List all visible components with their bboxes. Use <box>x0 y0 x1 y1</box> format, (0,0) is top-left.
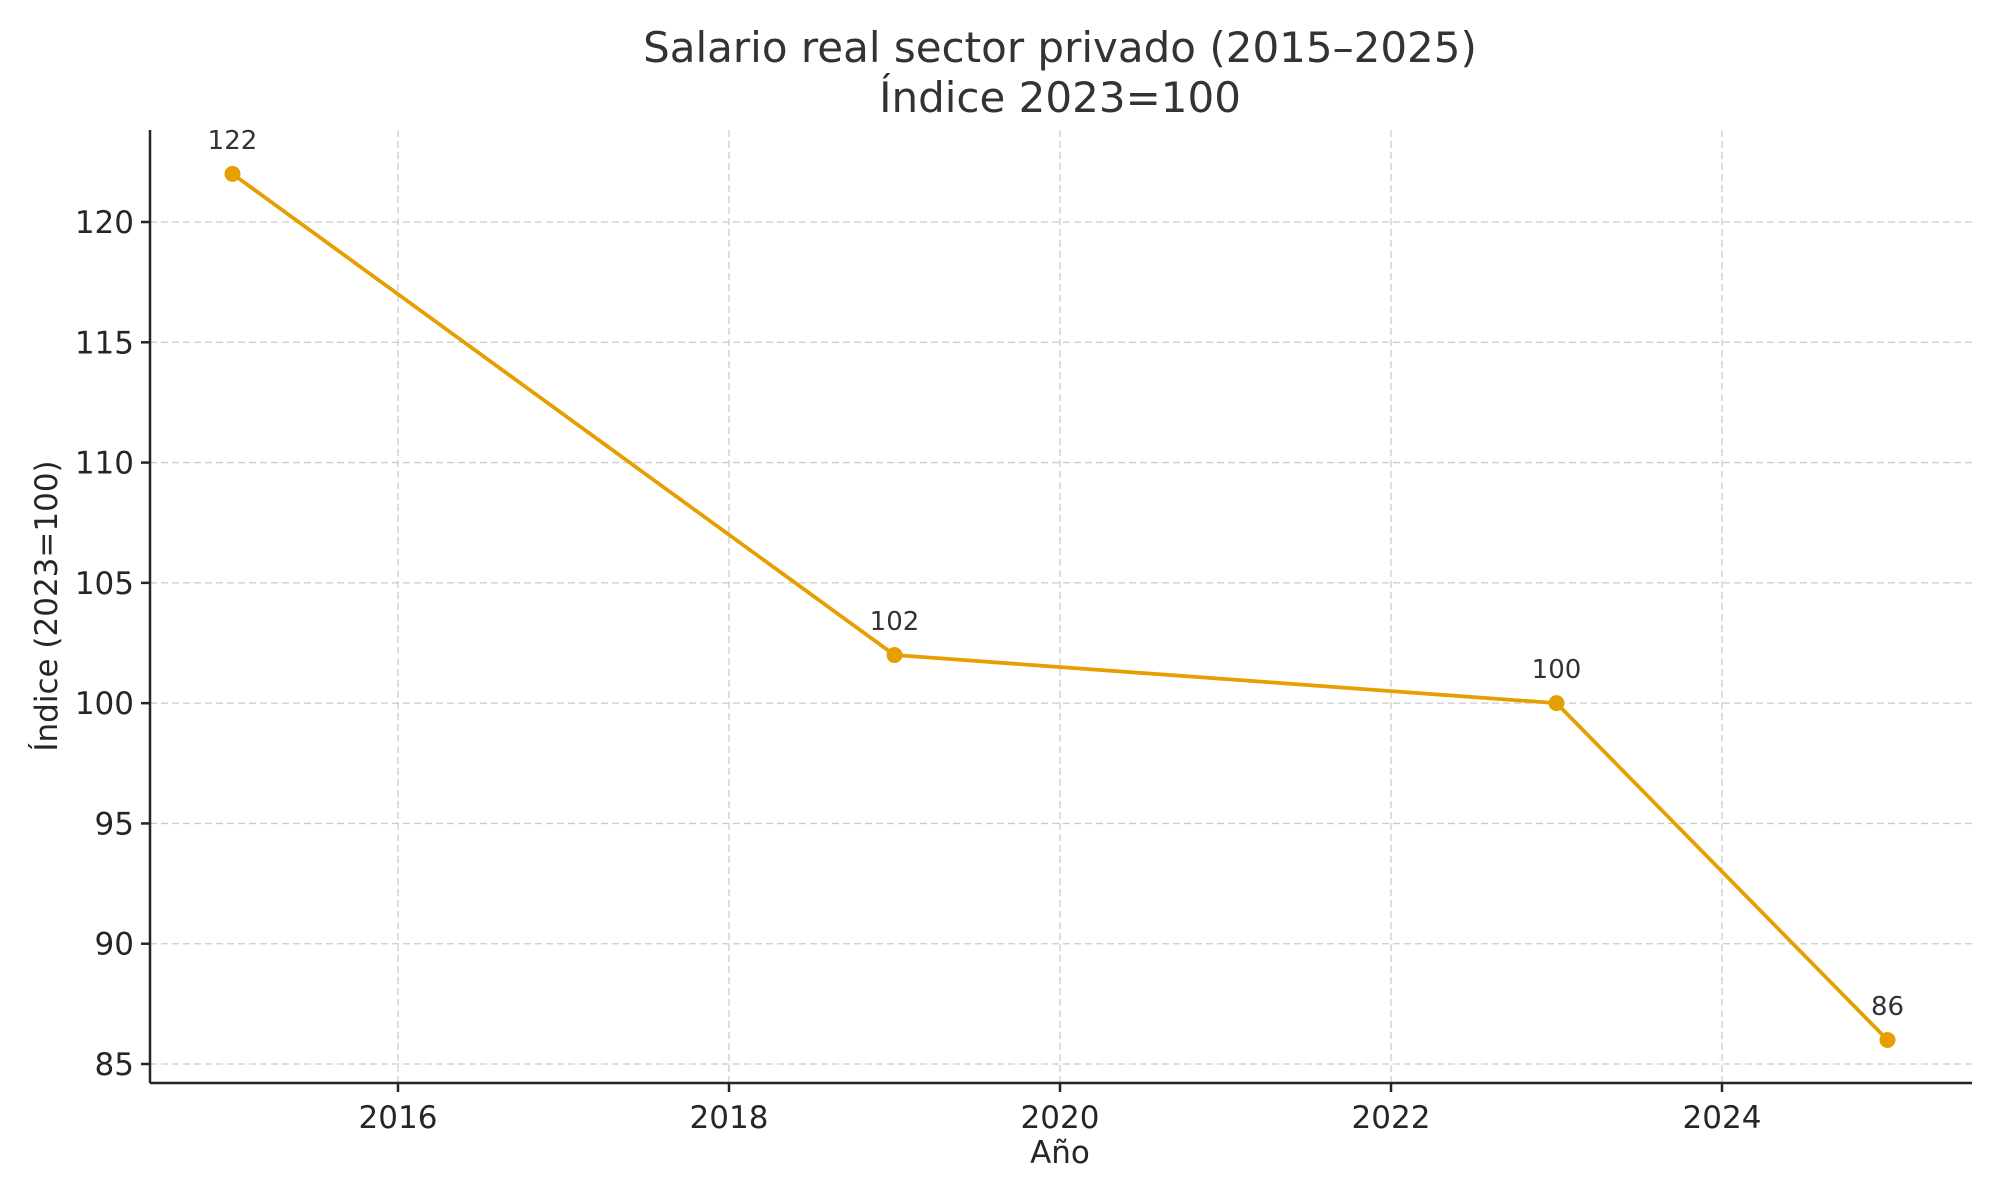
x-axis-ticks: 2016 2018 2020 2022 2024 <box>359 1083 1762 1136</box>
chart-title: Salario real sector privado (2015–2025) <box>643 23 1477 72</box>
x-tick-label: 2022 <box>1352 1100 1431 1136</box>
x-tick-label: 2024 <box>1683 1100 1762 1136</box>
data-point-marker <box>1879 1031 1896 1048</box>
y-axis-ticks: 85 90 95 100 105 110 115 120 <box>75 205 150 1083</box>
y-tick-label: 105 <box>75 566 134 602</box>
data-point-marker <box>886 647 903 664</box>
chart-subtitle: Índice 2023=100 <box>879 72 1241 122</box>
series-line <box>231 172 1889 1042</box>
y-tick-label: 90 <box>95 927 134 963</box>
data-point-label: 100 <box>1532 655 1582 685</box>
data-point-marker <box>1548 695 1565 712</box>
x-tick-label: 2020 <box>1021 1100 1100 1136</box>
data-point-label: 86 <box>1871 992 1904 1022</box>
y-tick-label: 115 <box>75 325 134 361</box>
x-tick-label: 2016 <box>359 1100 438 1136</box>
y-tick-label: 120 <box>75 205 134 241</box>
y-axis-label: Índice (2023=100) <box>29 460 65 751</box>
x-tick-label: 2018 <box>690 1100 769 1136</box>
y-tick-label: 85 <box>95 1047 134 1083</box>
data-point-label: 122 <box>208 126 258 156</box>
data-point-label: 102 <box>870 607 920 637</box>
grid-lines <box>150 130 1972 1083</box>
y-tick-label: 110 <box>75 446 134 482</box>
y-tick-label: 95 <box>95 806 134 842</box>
axes <box>148 130 1972 1085</box>
data-series: 122 102 100 86 <box>208 126 1904 1048</box>
data-point-marker <box>224 165 241 182</box>
y-tick-label: 100 <box>75 686 134 722</box>
x-axis-label: Año <box>1030 1135 1090 1171</box>
